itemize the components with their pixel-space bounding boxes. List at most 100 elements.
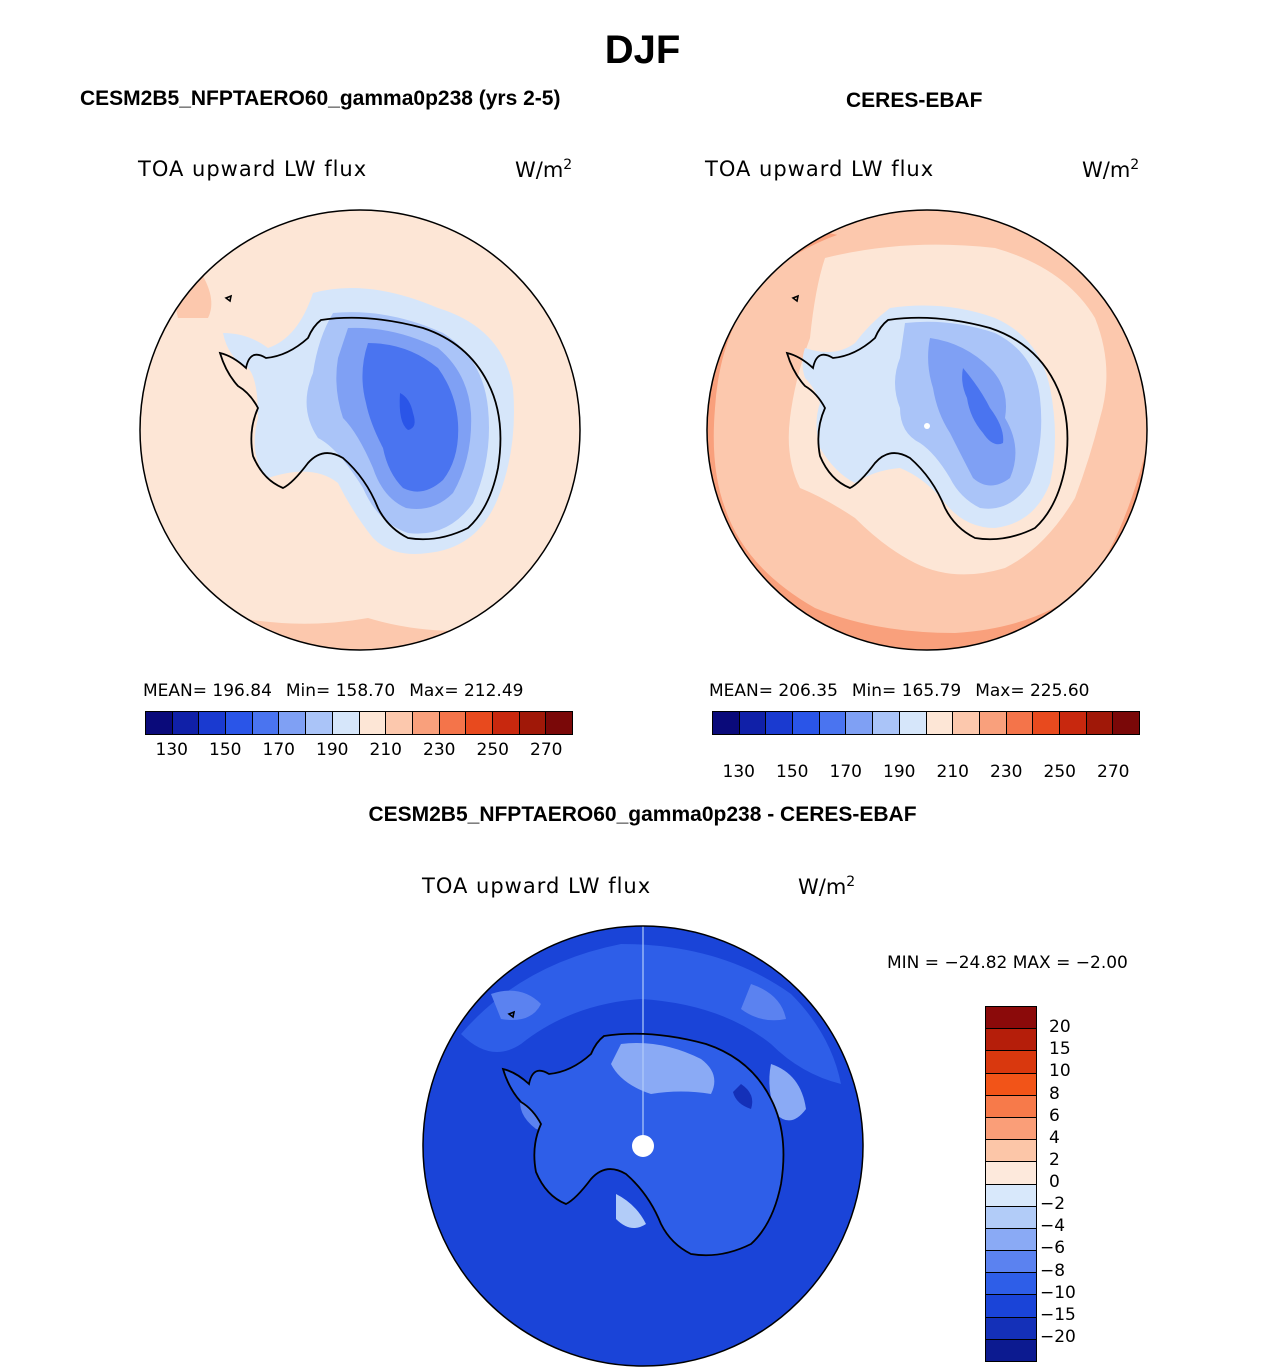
panel3-colorbar-swatch [986, 1251, 1036, 1274]
panel3-colorbar-tick-label: −6 [1040, 1238, 1066, 1259]
panel2-island-outline [791, 294, 800, 303]
panel1-colorbar-ticks: 130 150 170 190 210 230 250 270 [145, 740, 573, 762]
panel2-pole-marker [924, 423, 930, 429]
panel1-colorbar-tick-label: 150 [209, 740, 242, 760]
main-title: DJF [604, 28, 681, 72]
panel3-title: CESM2B5_NFPTAERO60_gamma0p238 - CERES-EB… [368, 803, 917, 826]
panel2-colorbar-tick-label: 150 [776, 762, 809, 782]
panel1-field-label: TOA upward LW flux [138, 157, 368, 181]
panel2-colorbar-tick-label: 130 [722, 762, 755, 782]
panel3-colorbar-swatch [986, 1051, 1036, 1074]
panel1-colorbar-swatch [359, 712, 387, 734]
panel3-colorbar-swatch [986, 1073, 1036, 1096]
panel3-colorbar-swatch [986, 1206, 1036, 1229]
panel1-min: Min= 158.70 [285, 681, 396, 701]
panel1-colorbar-tick-label: 130 [155, 740, 188, 760]
panel2-colorbar-swatch [1113, 712, 1139, 734]
panel2-colorbar-swatch [1059, 712, 1087, 734]
panel3-colorbar-swatch [986, 1295, 1036, 1318]
panel1-colorbar [145, 711, 573, 735]
panel3-colorbar-tick-label: 8 [1049, 1083, 1060, 1104]
panel1-colorbar-swatch [306, 712, 333, 734]
panel2-colorbar-swatch [1006, 712, 1034, 734]
panel1-colorbar-swatch [199, 712, 227, 734]
panel2-colorbar-tick-label: 210 [936, 762, 969, 782]
panel1-colorbar-swatch [172, 712, 200, 734]
panel3-colorbar-swatch [986, 1228, 1036, 1252]
panel2-colorbar-swatch [713, 712, 740, 734]
panel2-antarctica-coastline [785, 316, 1069, 541]
panel2-colorbar-swatch [873, 712, 900, 734]
panel1-colorbar-swatch [519, 712, 547, 734]
panel3-units: W/m2 [798, 874, 856, 899]
panel2-max: Max= 225.60 [975, 681, 1090, 701]
panel2-field-label: TOA upward LW flux [705, 157, 935, 181]
panel3-patch-3 [769, 1064, 806, 1121]
panel3-patch-5 [611, 1043, 715, 1094]
panel2-colorbar-tick-label: 270 [1097, 762, 1130, 782]
panel1-colorbar-swatch [226, 712, 253, 734]
panel2-colorbar-ticks: 130 150 170 190 210 230 250 270 [712, 762, 1140, 784]
panel1-colorbar-tick-label: 190 [316, 740, 349, 760]
panel1-map-border [139, 209, 581, 651]
panel3-patch-2 [741, 984, 786, 1021]
panel2-colorbar-swatch [739, 712, 767, 734]
panel2-colorbar-tick-label: 170 [829, 762, 862, 782]
panel1-colorbar-tick-label: 270 [530, 740, 563, 760]
panel3-colorbar-tick-label: 0 [1049, 1172, 1060, 1192]
panel3-colorbar-tick-label: 15 [1049, 1039, 1071, 1060]
panel3-patch-7 [733, 1084, 753, 1109]
panel3-colorbar-tick-label: −20 [1040, 1326, 1076, 1347]
panel1-colorbar-swatch [252, 712, 280, 734]
panel2-map [706, 209, 1148, 651]
panel2-colorbar-swatch [1086, 712, 1114, 734]
panel1-colorbar-swatch [332, 712, 360, 734]
panel3-colorbar-swatch [986, 1184, 1036, 1207]
panel3-colorbar-swatch [986, 1029, 1036, 1052]
panel3-colorbar-ticks: 20 15 10 8 6 4 2 0 −2 −4 −6 −8 −10 −15 −20 [1040, 1006, 1120, 1360]
panel2-colorbar-tick-label: 190 [883, 762, 916, 782]
panel1-colorbar-swatch [546, 712, 572, 734]
panel1-colorbar-tick-label: 230 [423, 740, 456, 760]
panel2-colorbar-swatch [766, 712, 794, 734]
panel3-island-outline [507, 1010, 516, 1019]
panel2-colorbar-swatch [899, 712, 927, 734]
panel1-mean: MEAN= 196.84 [143, 681, 272, 701]
panel3-colorbar-tick-label: 10 [1049, 1061, 1071, 1082]
panel3-colorbar-tick-label: −2 [1040, 1194, 1066, 1215]
panel2-map-border [706, 209, 1148, 651]
panel3-colorbar-tick-label: 4 [1049, 1127, 1060, 1148]
panel3-colorbar-tick-label: 2 [1049, 1149, 1060, 1170]
panel3-colorbar-swatch [986, 1317, 1036, 1340]
panel1-colorbar-swatch [492, 712, 520, 734]
panel1-stats: MEAN= 196.84 Min= 158.70 Max= 212.49 [143, 681, 523, 701]
panel2-title: CERES-EBAF [846, 89, 983, 112]
panel1-colorbar-swatch [466, 712, 493, 734]
panel3-pole-hole [632, 1135, 654, 1157]
panel3-colorbar-tick-label: 6 [1049, 1105, 1060, 1126]
panel3-colorbar-swatch [986, 1117, 1036, 1141]
panel1-colorbar-swatch [146, 712, 173, 734]
panel3-colorbar-tick-label: −8 [1040, 1260, 1066, 1281]
panel2-colorbar-swatch [979, 712, 1007, 734]
panel1-colorbar-swatch [386, 712, 413, 734]
panel3-map [422, 925, 864, 1367]
panel1-title: CESM2B5_NFPTAERO60_gamma0p238 (yrs 2-5) [80, 87, 561, 110]
panel3-colorbar-swatch [986, 1273, 1036, 1296]
panel2-mean: MEAN= 206.35 [709, 681, 838, 701]
panel1-contour-min [399, 393, 415, 430]
panel2-colorbar-swatch [819, 712, 847, 734]
panel1-units: W/m2 [515, 157, 573, 182]
panel2-colorbar-swatch [953, 712, 980, 734]
panel1-colorbar-swatch [279, 712, 307, 734]
panel2-colorbar-tick-label: 250 [1043, 762, 1076, 782]
panel2-colorbar-swatch [846, 712, 874, 734]
panel1-antarctica-coastline [218, 316, 502, 541]
panel1-max: Max= 212.49 [409, 681, 524, 701]
panel3-patch-6 [616, 1194, 646, 1228]
panel3-colorbar-tick-label: −10 [1040, 1282, 1076, 1303]
panel2-min: Min= 165.79 [851, 681, 962, 701]
panel2-colorbar [712, 711, 1140, 735]
panel1-colorbar-tick-label: 250 [476, 740, 509, 760]
panel3-minmax: MIN = −24.82 MAX = −2.00 [887, 953, 1128, 973]
